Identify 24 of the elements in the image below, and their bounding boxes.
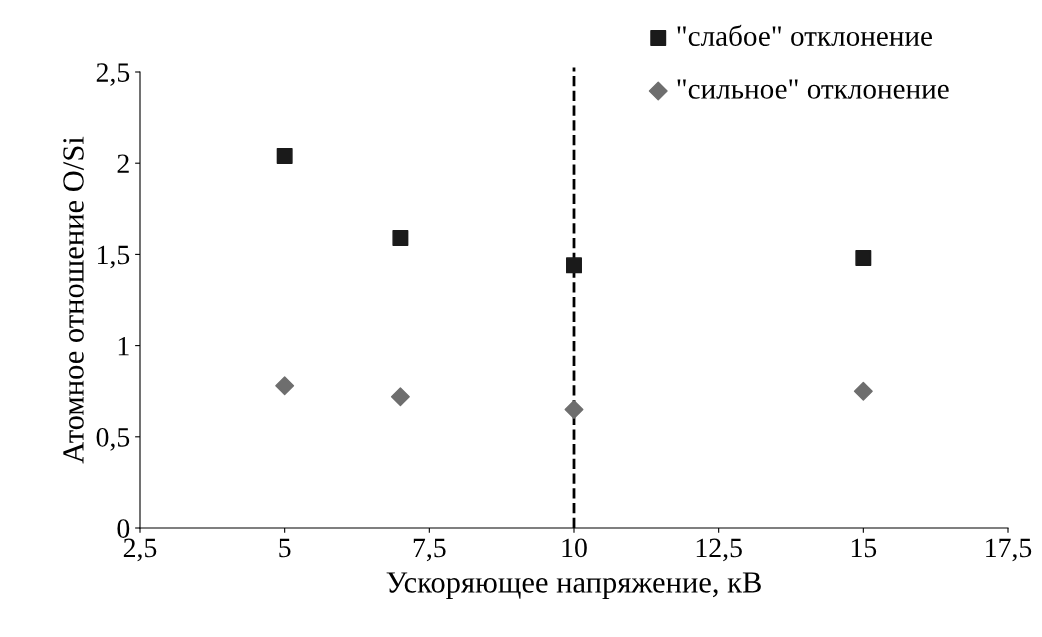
y-tick-label: 1,5 (98, 245, 130, 269)
point (390, 387, 410, 407)
x-tick-label: 5 (279, 538, 291, 558)
point (275, 376, 295, 396)
point (853, 381, 873, 401)
y-tick-label: 2,5 (96, 63, 130, 86)
x-axis-title: Ускоряющее напряжение, кВ (386, 572, 761, 599)
y-tick-label: 0 (117, 519, 130, 538)
y-tick-label: 2 (117, 154, 129, 173)
point (855, 250, 872, 267)
x-tick-label: 12,5 (696, 538, 742, 562)
x-tick-label: 10 (562, 538, 587, 558)
point (392, 230, 409, 246)
point (276, 147, 293, 164)
y-tick-label: 1 (118, 336, 129, 356)
point (566, 257, 582, 274)
y-tick-label: 0,5 (96, 427, 130, 451)
x-tick-label: 17,5 (986, 538, 1032, 562)
y-axis-title: Атомное отношение O/Si (63, 136, 84, 464)
x-tick-label: 15 (851, 538, 877, 558)
point (564, 399, 584, 419)
legend-label: "слабое" отклонение (677, 24, 932, 46)
x-tick-label: 7,5 (413, 538, 446, 562)
legend-label: "сильное" отклонение (677, 79, 949, 99)
